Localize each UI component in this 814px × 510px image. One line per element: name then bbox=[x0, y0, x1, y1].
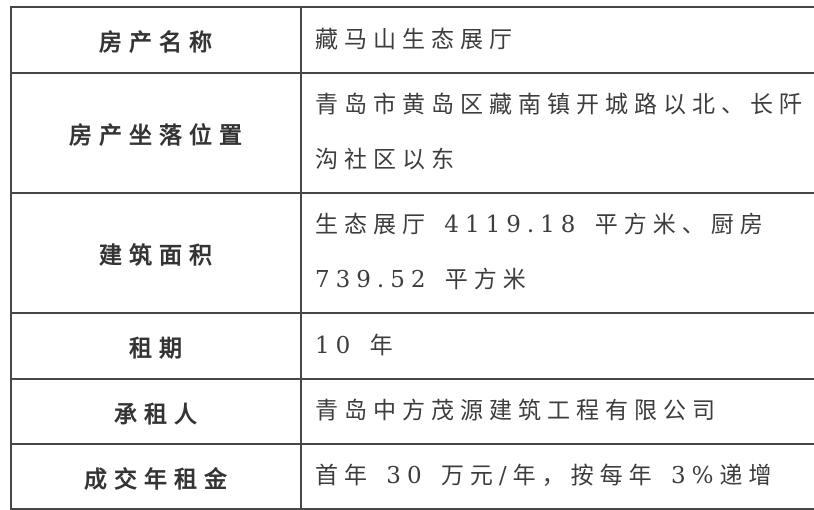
row-label-building-area: 建筑面积 bbox=[10, 192, 302, 314]
property-info-table: 房产名称 藏马山生态展厅 房产坐落位置 青岛市黄岛区藏南镇开城路以北、长阡沟社区… bbox=[10, 6, 814, 510]
table-row-annual-rent: 成交年租金 首年 30 万元/年，按每年 3%递增 bbox=[10, 443, 814, 510]
table-row-property-location: 房产坐落位置 青岛市黄岛区藏南镇开城路以北、长阡沟社区以东 bbox=[10, 72, 814, 194]
table-row-building-area: 建筑面积 生态展厅 4119.18 平方米、厨房 739.52 平方米 bbox=[10, 192, 814, 314]
row-value-lessee: 青岛中方茂源建筑工程有限公司 bbox=[300, 378, 814, 445]
table-row-lease-term: 租期 10 年 bbox=[10, 312, 814, 380]
row-label-lease-term: 租期 bbox=[10, 312, 302, 380]
table-row-lessee: 承租人 青岛中方茂源建筑工程有限公司 bbox=[10, 378, 814, 445]
table-row-property-name: 房产名称 藏马山生态展厅 bbox=[10, 6, 814, 74]
row-value-lease-term: 10 年 bbox=[300, 312, 814, 380]
row-value-annual-rent: 首年 30 万元/年，按每年 3%递增 bbox=[300, 443, 814, 510]
row-label-property-name: 房产名称 bbox=[10, 6, 302, 74]
row-value-building-area: 生态展厅 4119.18 平方米、厨房 739.52 平方米 bbox=[300, 192, 814, 314]
row-value-property-name: 藏马山生态展厅 bbox=[300, 6, 814, 74]
row-label-annual-rent: 成交年租金 bbox=[10, 443, 302, 510]
row-value-property-location: 青岛市黄岛区藏南镇开城路以北、长阡沟社区以东 bbox=[300, 72, 814, 194]
document-page: 房产名称 藏马山生态展厅 房产坐落位置 青岛市黄岛区藏南镇开城路以北、长阡沟社区… bbox=[10, 6, 814, 510]
row-label-property-location: 房产坐落位置 bbox=[10, 72, 302, 194]
row-label-lessee: 承租人 bbox=[10, 378, 302, 445]
